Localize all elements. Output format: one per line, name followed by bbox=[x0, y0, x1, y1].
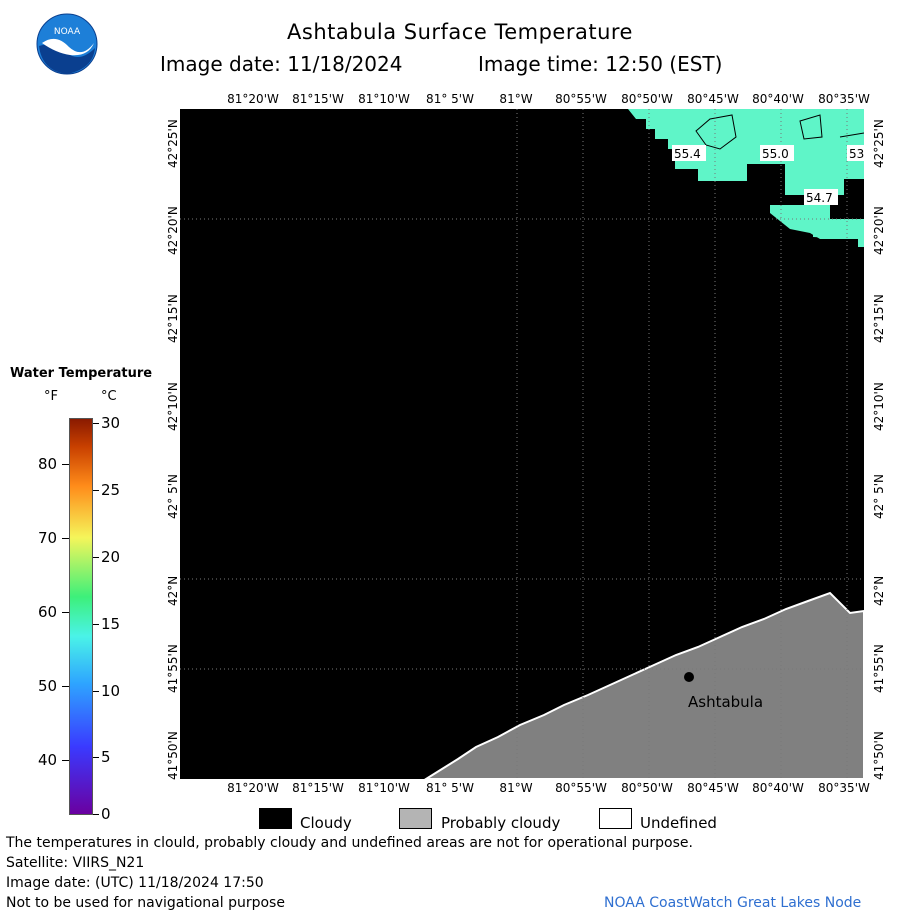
contour-label: 55.4 bbox=[674, 147, 701, 161]
lon-label: 81°20'W bbox=[227, 92, 279, 106]
f-tick-label: 50 bbox=[38, 677, 58, 695]
lon-label: 81°15'W bbox=[292, 92, 344, 106]
lon-label: 81° 5'W bbox=[426, 92, 474, 106]
probably-cloudy-swatch bbox=[399, 808, 432, 829]
probably-cloudy-label: Probably cloudy bbox=[441, 814, 561, 832]
c-tick-label: 0 bbox=[101, 805, 111, 823]
lon-label: 80°55'W bbox=[555, 781, 607, 795]
lat-label: 41°55'N bbox=[166, 644, 180, 693]
probably-cloudy-area bbox=[424, 591, 864, 779]
water-area-lower bbox=[770, 205, 864, 239]
c-tick bbox=[93, 814, 99, 815]
contour-label: 53 bbox=[849, 147, 864, 161]
contour-label: 54.7 bbox=[806, 191, 833, 205]
lat-label: 42°25'N bbox=[872, 119, 886, 168]
undefined-swatch bbox=[599, 808, 632, 829]
image-date: Image date: 11/18/2024 bbox=[160, 52, 403, 76]
lon-label: 81°10'W bbox=[358, 92, 410, 106]
lat-label: 41°55'N bbox=[872, 644, 886, 693]
unit-f: °F bbox=[44, 389, 58, 404]
lon-label: 80°35'W bbox=[818, 92, 870, 106]
f-tick-label: 60 bbox=[38, 603, 58, 621]
lat-label: 42°20'N bbox=[872, 206, 886, 255]
legend-title: Water Temperature bbox=[10, 366, 153, 381]
lon-label: 80°50'W bbox=[621, 781, 673, 795]
lon-label: 80°45'W bbox=[687, 781, 739, 795]
utc-date: Image date: (UTC) 11/18/2024 17:50 bbox=[6, 875, 264, 891]
lon-label: 80°50'W bbox=[621, 92, 673, 106]
lon-label: 81°W bbox=[499, 781, 533, 795]
disclaimer: The temperatures in clould, probably clo… bbox=[6, 835, 693, 851]
lat-label: 42°15'N bbox=[872, 294, 886, 343]
c-tick bbox=[93, 490, 99, 491]
c-tick bbox=[93, 423, 99, 424]
c-tick bbox=[93, 757, 99, 758]
f-tick bbox=[62, 538, 69, 539]
f-tick bbox=[62, 612, 69, 613]
lat-label: 42°10'N bbox=[872, 382, 886, 431]
c-tick-label: 30 bbox=[101, 414, 121, 432]
f-tick-label: 40 bbox=[38, 751, 58, 769]
c-tick bbox=[93, 557, 99, 558]
lat-label: 42°N bbox=[166, 575, 180, 606]
c-tick-label: 25 bbox=[101, 481, 121, 499]
lon-label: 80°40'W bbox=[752, 92, 804, 106]
sst-map: Ashtabula 55.4 55.0 54.7 53 bbox=[180, 109, 864, 779]
f-tick bbox=[62, 760, 69, 761]
lat-label: 42°20'N bbox=[166, 206, 180, 255]
lat-label: 41°50'N bbox=[872, 731, 886, 780]
c-tick-label: 20 bbox=[101, 548, 121, 566]
lon-label: 80°45'W bbox=[687, 92, 739, 106]
f-tick bbox=[62, 686, 69, 687]
water-area bbox=[628, 109, 864, 247]
lat-label: 42°10'N bbox=[166, 382, 180, 431]
lat-label: 42°25'N bbox=[166, 119, 180, 168]
page-title: Ashtabula Surface Temperature bbox=[287, 20, 633, 44]
lat-label: 42° 5'N bbox=[872, 474, 886, 519]
credit: NOAA CoastWatch Great Lakes Node bbox=[604, 895, 862, 911]
contour-label: 55.0 bbox=[762, 147, 789, 161]
color-scale-bar bbox=[69, 418, 93, 815]
contour-line bbox=[695, 114, 864, 150]
logo-text: NOAA bbox=[54, 27, 81, 37]
lon-label: 81°W bbox=[499, 92, 533, 106]
lon-label: 81° 5'W bbox=[426, 781, 474, 795]
city-label: Ashtabula bbox=[688, 693, 763, 711]
c-tick-label: 10 bbox=[101, 682, 121, 700]
cloudy-swatch bbox=[259, 808, 292, 829]
lon-label: 80°40'W bbox=[752, 781, 804, 795]
f-tick-label: 80 bbox=[38, 455, 58, 473]
noaa-logo: NOAA bbox=[36, 13, 98, 75]
lat-label: 42° 5'N bbox=[166, 474, 180, 519]
lon-label: 80°35'W bbox=[818, 781, 870, 795]
unit-c: °C bbox=[101, 389, 117, 404]
lat-label: 42°15'N bbox=[166, 294, 180, 343]
lon-label: 81°10'W bbox=[358, 781, 410, 795]
c-tick-label: 5 bbox=[101, 748, 111, 766]
lon-label: 81°15'W bbox=[292, 781, 344, 795]
image-time: Image time: 12:50 (EST) bbox=[478, 52, 723, 76]
c-tick-label: 15 bbox=[101, 615, 121, 633]
f-tick bbox=[62, 464, 69, 465]
cloudy-label: Cloudy bbox=[300, 814, 352, 832]
undefined-label: Undefined bbox=[640, 814, 717, 832]
lat-label: 41°50'N bbox=[166, 731, 180, 780]
satellite: Satellite: VIIRS_N21 bbox=[6, 855, 145, 871]
c-tick bbox=[93, 691, 99, 692]
f-tick-label: 70 bbox=[38, 529, 58, 547]
lat-label: 42°N bbox=[872, 575, 886, 606]
city-marker bbox=[684, 672, 694, 682]
nav-warning: Not to be used for navigational purpose bbox=[6, 895, 285, 911]
c-tick bbox=[93, 624, 99, 625]
lon-label: 80°55'W bbox=[555, 92, 607, 106]
lon-label: 81°20'W bbox=[227, 781, 279, 795]
